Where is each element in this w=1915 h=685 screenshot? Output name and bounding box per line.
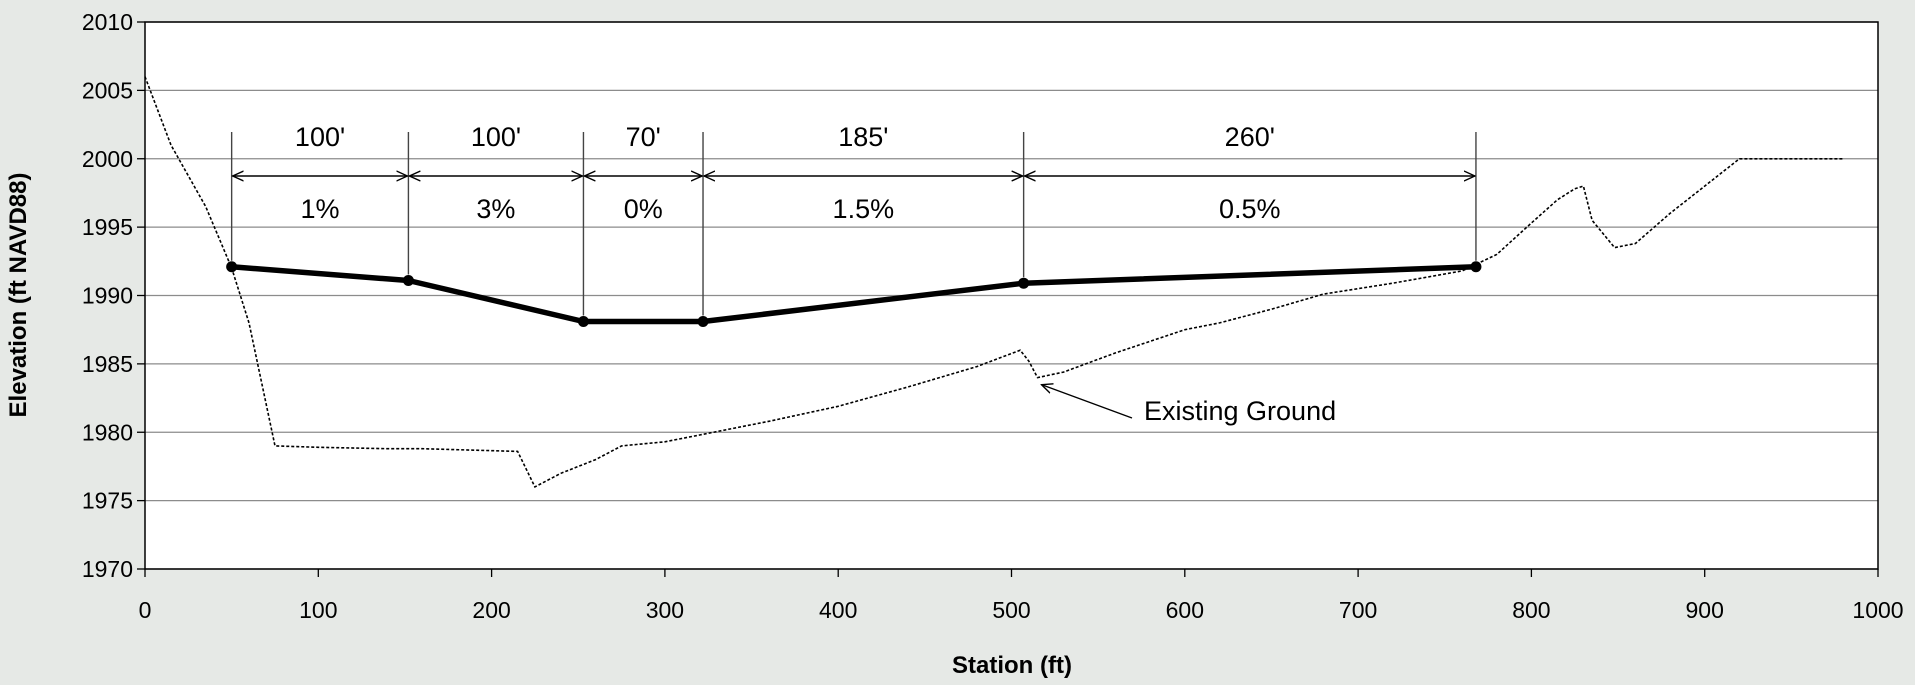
profile-point xyxy=(697,315,709,327)
x-tick-label: 700 xyxy=(1339,597,1377,623)
profile-point xyxy=(1470,261,1482,273)
x-tick-label: 900 xyxy=(1686,597,1724,623)
callout-arrow xyxy=(1041,385,1133,419)
x-tick-label: 300 xyxy=(646,597,684,623)
segment-slope-label: 0% xyxy=(624,194,663,224)
segment-slope-label: 1.5% xyxy=(833,194,895,224)
profile-point xyxy=(226,261,238,273)
y-tick-label: 1990 xyxy=(82,283,133,309)
y-tick-label: 1975 xyxy=(82,488,133,514)
x-tick-label: 0 xyxy=(139,597,152,623)
axes: 1970 1975 1980 1985 1990 1995 2000 2005 2010 0 100… xyxy=(82,9,1904,623)
dimension-annotations: 100' 1% 100' 3% 70' 0% 185' 1.5% 260' 0.5% xyxy=(230,122,1477,316)
segment-slope-label: 0.5% xyxy=(1219,194,1281,224)
x-tick-label: 800 xyxy=(1512,597,1550,623)
segment-length-label: 70' xyxy=(626,122,661,152)
x-tick-label: 200 xyxy=(472,597,510,623)
existing-ground-line xyxy=(144,76,1844,488)
plot-frame xyxy=(144,21,1879,570)
y-tick-label: 2005 xyxy=(82,77,133,103)
segment-slope-label: 3% xyxy=(476,194,515,224)
y-tick-label: 1970 xyxy=(82,556,133,582)
x-tick-label: 1000 xyxy=(1852,597,1903,623)
segment-slope-label: 1% xyxy=(301,194,340,224)
proposed-profile-series xyxy=(226,261,1482,327)
y-tick-label: 2010 xyxy=(82,9,133,35)
proposed-profile-line xyxy=(231,264,1476,325)
profile-point xyxy=(402,274,414,286)
x-tick-label: 400 xyxy=(819,597,857,623)
segment-length-label: 100' xyxy=(471,122,521,152)
segment-length-label: 185' xyxy=(838,122,888,152)
profile-point xyxy=(1018,277,1030,289)
x-tick-label: 100 xyxy=(299,597,337,623)
segment-length-label: 260' xyxy=(1225,122,1275,152)
y-tick-label: 1985 xyxy=(82,351,133,377)
x-tick-label: 600 xyxy=(1166,597,1204,623)
y-tick-label: 1980 xyxy=(82,419,133,445)
callout-label: Existing Ground xyxy=(1144,396,1336,426)
segment-length-label: 100' xyxy=(295,122,345,152)
x-tick-label: 500 xyxy=(992,597,1030,623)
y-tick-label: 2000 xyxy=(82,146,133,172)
y-axis-label: Elevation (ft NAVD88) xyxy=(5,173,32,418)
existing-ground-callout: Existing Ground xyxy=(1041,385,1336,426)
profile-point xyxy=(577,315,589,327)
existing-ground-series xyxy=(144,76,1844,488)
y-tick-label: 1995 xyxy=(82,214,133,240)
x-axis-label: Station (ft) xyxy=(952,652,1072,679)
